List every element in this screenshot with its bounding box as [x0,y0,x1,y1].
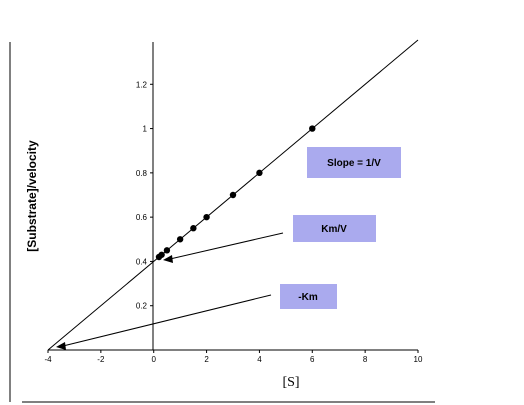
x-tick-label: 10 [414,355,423,364]
data-point [190,225,197,232]
slope-label: Slope = 1/V [327,158,381,169]
y-tick-label: 0.2 [136,302,148,311]
neg-km-label: -Km [298,292,318,303]
data-point [203,213,210,221]
x-tick-label: 0 [151,355,156,364]
data-point [163,247,171,254]
x-tick-label: 2 [204,355,209,364]
x-tick-label: 4 [257,355,262,364]
x-tick-label: -4 [44,355,52,364]
x-tick-label: 6 [310,355,315,364]
data-point [176,236,184,243]
data-points [155,125,316,261]
x-axis-label: [S] [282,375,299,390]
neg-km-box [280,284,337,309]
y-axis-ticks: 0.2 0.4 0.6 0.8 1 1.2 [136,80,153,311]
km-v-arrowhead [163,255,173,263]
y-tick-label: 0.6 [136,213,148,222]
neg-km-arrowhead [56,342,66,350]
x-tick-label: -2 [97,355,105,364]
y-tick-label: 0.4 [136,257,148,266]
data-point [158,251,165,258]
y-axis-label: [Substrate]/velocity [25,140,39,252]
x-tick-label: 8 [363,355,368,364]
y-tick-label: 1 [143,125,148,134]
data-point [309,125,316,132]
km-v-label: Km/V [321,224,347,235]
data-point [229,191,237,199]
slope-box [307,147,401,178]
data-point [256,169,263,177]
x-axis-ticks: -4 -2 0 2 4 6 8 10 [44,350,423,364]
y-tick-label: 1.2 [136,80,148,89]
km-v-box [293,215,376,242]
km-v-arrow [169,232,284,260]
neg-km-arrow [62,294,272,347]
y-tick-label: 0.8 [136,169,148,178]
